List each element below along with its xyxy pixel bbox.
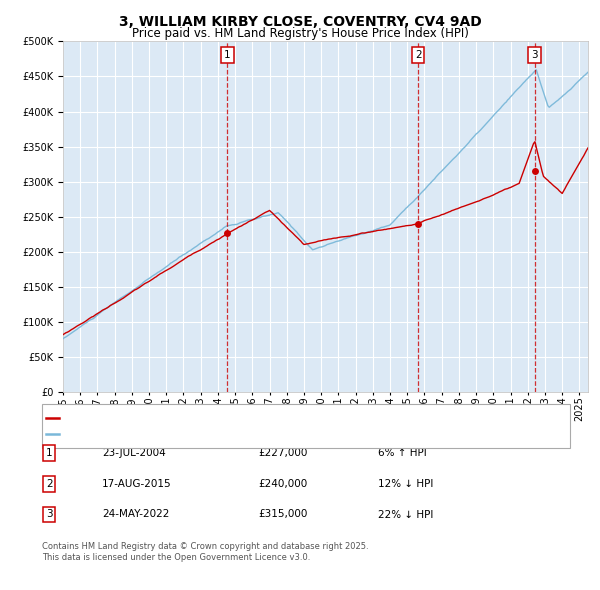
Text: Contains HM Land Registry data © Crown copyright and database right 2025.
This d: Contains HM Land Registry data © Crown c…	[42, 542, 368, 562]
Text: 1: 1	[224, 50, 230, 60]
Text: 17-AUG-2015: 17-AUG-2015	[102, 479, 172, 489]
Text: 24-MAY-2022: 24-MAY-2022	[102, 510, 169, 519]
Text: 12% ↓ HPI: 12% ↓ HPI	[378, 479, 433, 489]
Text: 22% ↓ HPI: 22% ↓ HPI	[378, 510, 433, 519]
Text: 3: 3	[46, 510, 53, 519]
Text: 6% ↑ HPI: 6% ↑ HPI	[378, 448, 427, 458]
Text: 23-JUL-2004: 23-JUL-2004	[102, 448, 166, 458]
Text: £240,000: £240,000	[258, 479, 307, 489]
Text: Price paid vs. HM Land Registry's House Price Index (HPI): Price paid vs. HM Land Registry's House …	[131, 27, 469, 40]
Text: 2: 2	[415, 50, 421, 60]
Text: 1: 1	[46, 448, 53, 458]
Text: 3: 3	[532, 50, 538, 60]
Text: £315,000: £315,000	[258, 510, 307, 519]
Text: HPI: Average price, detached house, Coventry: HPI: Average price, detached house, Cove…	[62, 430, 302, 439]
Text: 3, WILLIAM KIRBY CLOSE, COVENTRY, CV4 9AD: 3, WILLIAM KIRBY CLOSE, COVENTRY, CV4 9A…	[119, 15, 481, 29]
Text: 3, WILLIAM KIRBY CLOSE, COVENTRY, CV4 9AD (detached house): 3, WILLIAM KIRBY CLOSE, COVENTRY, CV4 9A…	[62, 414, 399, 423]
Text: 2: 2	[46, 479, 53, 489]
Text: £227,000: £227,000	[258, 448, 307, 458]
